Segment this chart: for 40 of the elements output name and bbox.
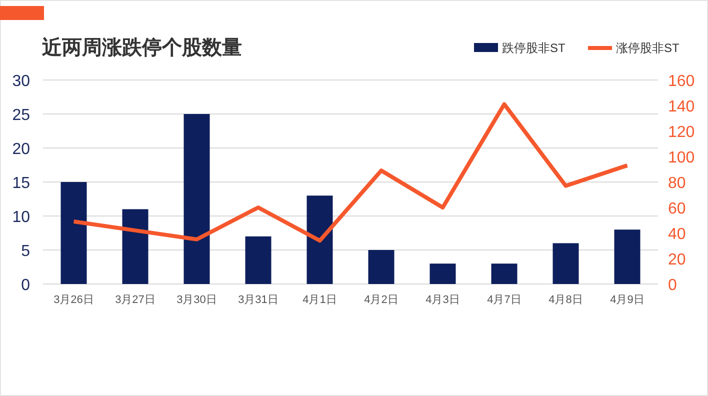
- bar: [245, 236, 272, 284]
- x-tick-label: 4月9日: [610, 294, 644, 306]
- y2-tick-label: 0: [668, 277, 677, 294]
- y-tick-label: 25: [12, 107, 30, 124]
- y2-tick-label: 20: [668, 252, 686, 268]
- line-series: [72, 102, 630, 243]
- x-tick-label: 4月3日: [426, 294, 460, 306]
- bar: [368, 250, 394, 284]
- x-tick-label: 3月27日: [115, 294, 156, 306]
- bar: [306, 196, 333, 284]
- y2-tick-label: 140: [668, 98, 695, 116]
- bar: [491, 264, 518, 284]
- y-tick-label: 0: [21, 277, 30, 294]
- x-tick-label: 4月2日: [364, 294, 398, 306]
- x-tick-label: 3月26日: [54, 294, 94, 306]
- x-tick-label: 3月30日: [176, 294, 217, 306]
- y-tick-label: 5: [21, 243, 30, 260]
- y-tick-label: 15: [12, 175, 30, 192]
- bar: [122, 209, 148, 284]
- y2-tick-label: 40: [668, 226, 686, 243]
- y2-tick-label: 60: [668, 200, 686, 218]
- chart-title: 近两周涨跌停个股数量: [41, 36, 242, 59]
- x-tick-label: 4月1日: [302, 294, 337, 306]
- y-tick-label: 30: [12, 73, 30, 90]
- bar: [430, 264, 456, 284]
- bar: [184, 114, 210, 284]
- legend-label: 涨停股非ST: [616, 41, 680, 55]
- y-tick-label: 10: [12, 209, 30, 226]
- bar: [614, 230, 640, 284]
- y2-tick-label: 160: [668, 73, 695, 90]
- x-tick-label: 4月8日: [548, 294, 583, 306]
- y2-tick-label: 120: [668, 124, 695, 141]
- y-tick-label: 20: [12, 141, 30, 158]
- y2-tick-label: 80: [668, 175, 686, 192]
- bar: [552, 243, 579, 284]
- legend-label: 跌停股非ST: [502, 41, 566, 55]
- x-tick-label: 4月7日: [487, 294, 522, 306]
- y2-tick-label: 100: [668, 150, 695, 166]
- bar: [60, 182, 87, 284]
- x-tick-label: 3月31日: [238, 294, 278, 306]
